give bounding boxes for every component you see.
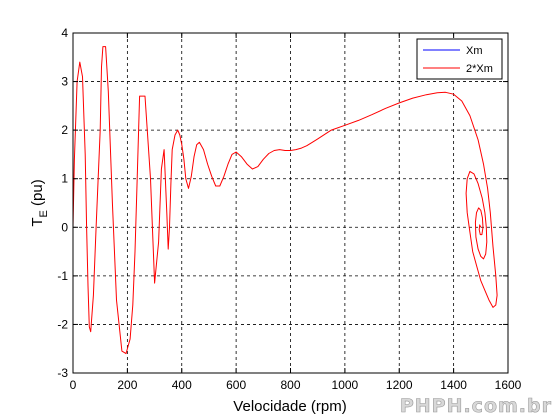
y-tick-label: -2 bbox=[57, 317, 68, 331]
watermark: PHPH.com.br bbox=[400, 395, 552, 417]
y-tick-label: 1 bbox=[61, 172, 68, 186]
y-axis-label-sub: E bbox=[38, 210, 50, 217]
x-axis-label: Velocidade (rpm) bbox=[233, 398, 346, 415]
legend: Xm 2*Xm bbox=[416, 38, 503, 80]
y-axis-label-unit: (pu) bbox=[29, 179, 46, 210]
y-axis-label: TE (pu) bbox=[29, 179, 50, 226]
y-tick-label: 0 bbox=[61, 220, 68, 234]
y-axis-label-main: T bbox=[29, 218, 46, 227]
y-tick-label: 4 bbox=[61, 26, 68, 40]
x-tick-label: 600 bbox=[226, 378, 246, 392]
curves bbox=[73, 46, 498, 355]
y-tick-label: 3 bbox=[61, 75, 68, 89]
axis-ticks bbox=[72, 32, 509, 374]
x-tick-label: 1400 bbox=[440, 378, 467, 392]
x-tick-labels: 0 200 400 600 800 1000 1200 1400 1600 bbox=[70, 378, 522, 392]
y-tick-labels: -3 -2 -1 0 1 2 3 4 bbox=[57, 26, 68, 380]
x-tick-label: 1000 bbox=[332, 378, 359, 392]
x-tick-label: 1600 bbox=[495, 378, 522, 392]
y-tick-label: 2 bbox=[61, 123, 68, 137]
grid bbox=[73, 33, 508, 373]
x-tick-label: 200 bbox=[117, 378, 137, 392]
series-2xm bbox=[73, 46, 498, 355]
x-tick-label: 1200 bbox=[386, 378, 413, 392]
x-tick-label: 800 bbox=[280, 378, 300, 392]
legend-box bbox=[416, 38, 503, 80]
y-tick-label: -1 bbox=[57, 269, 68, 283]
x-tick-label: 400 bbox=[172, 378, 192, 392]
legend-label-xm: Xm bbox=[466, 45, 483, 57]
y-tick-label: -3 bbox=[57, 366, 68, 380]
x-tick-label: 0 bbox=[70, 378, 77, 392]
legend-label-2xm: 2*Xm bbox=[466, 63, 493, 75]
